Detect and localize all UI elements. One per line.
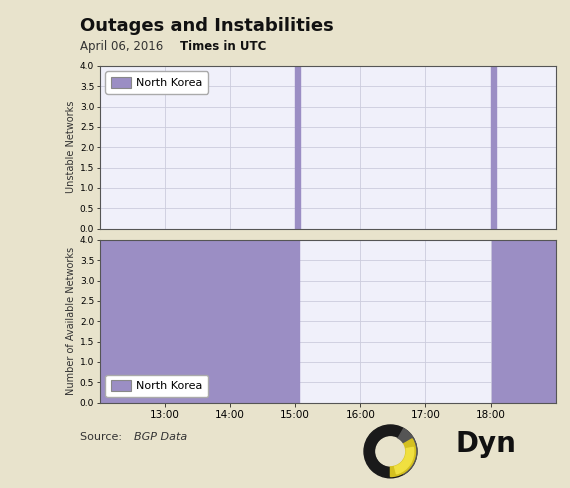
Text: Dyn: Dyn bbox=[456, 430, 517, 458]
Wedge shape bbox=[398, 428, 417, 474]
Text: Source:: Source: bbox=[80, 432, 125, 442]
Text: Times in UTC: Times in UTC bbox=[180, 40, 266, 53]
Circle shape bbox=[376, 437, 405, 466]
Circle shape bbox=[376, 437, 405, 466]
Y-axis label: Unstable Networks: Unstable Networks bbox=[66, 101, 76, 193]
Legend: North Korea: North Korea bbox=[105, 375, 209, 397]
Y-axis label: Number of Available Networks: Number of Available Networks bbox=[66, 247, 76, 395]
Legend: North Korea: North Korea bbox=[105, 71, 209, 94]
Wedge shape bbox=[394, 447, 414, 474]
Text: BGP Data: BGP Data bbox=[134, 432, 187, 442]
Text: Outages and Instabilities: Outages and Instabilities bbox=[80, 17, 333, 35]
Text: April 06, 2016: April 06, 2016 bbox=[80, 40, 163, 53]
Wedge shape bbox=[390, 439, 416, 476]
Circle shape bbox=[364, 425, 417, 478]
